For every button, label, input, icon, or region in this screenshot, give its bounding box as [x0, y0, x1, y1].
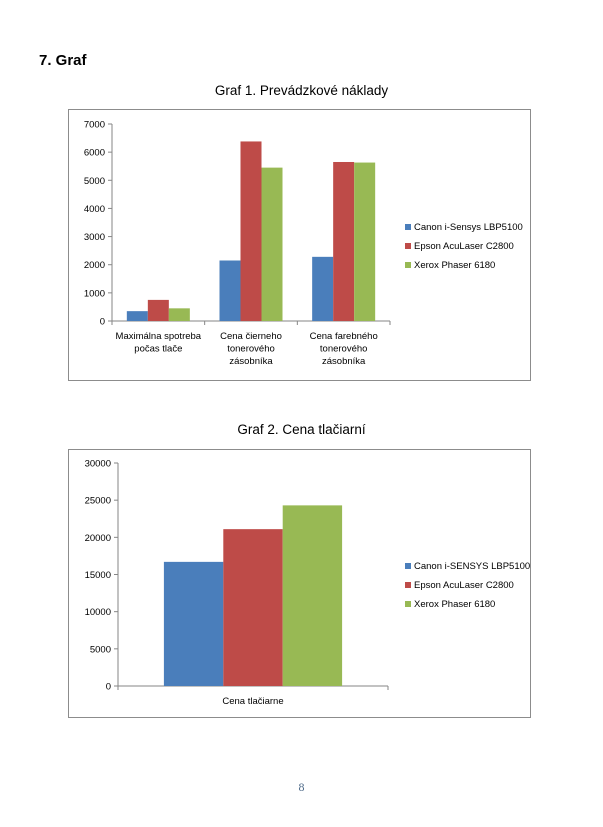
chart2-y-tick-label: 0	[106, 682, 111, 693]
chart2-legend-swatch	[405, 582, 411, 588]
chart2-legend-label: Epson AcuLaser C2800	[414, 580, 514, 591]
chart1-legend-label: Epson AcuLaser C2800	[414, 241, 514, 252]
chart1-y-tick-label: 7000	[84, 120, 105, 131]
chart2-frame: 0 5000 10000 15000 20000 25000 30000 Cena tlači…	[68, 449, 531, 718]
chart1-y-tick-label: 4000	[84, 204, 105, 215]
chart2-y-tick-label: 10000	[85, 607, 111, 618]
chart1-caption: Graf 1. Prevádzkové náklady	[214, 83, 389, 98]
chart1-y-tick-label: 5000	[84, 176, 105, 187]
chart1-legend-label: Canon i-Sensys LBP5100	[414, 222, 523, 233]
chart1-bar	[126, 311, 148, 321]
chart1-category-label: zásobníka	[322, 356, 366, 367]
chart2-bar	[223, 529, 283, 686]
chart2-y-tick-label: 15000	[85, 570, 111, 581]
chart2-y-tick-label: 5000	[90, 644, 111, 655]
chart2-category-label: Cena tlačiarne	[222, 696, 283, 707]
chart1-legend-swatch	[405, 262, 411, 268]
chart2-y-tick-label: 30000	[85, 459, 111, 470]
chart2-y-tick-label: 20000	[85, 533, 111, 544]
chart2-caption: Graf 2. Cena tlačiarní	[237, 422, 366, 437]
chart1-legend-swatch	[405, 224, 411, 230]
chart1-category-label: Cena farebného	[310, 331, 378, 342]
chart1-category-label: Cena čierneho	[220, 331, 282, 342]
chart1-y-tick-label: 1000	[84, 288, 105, 299]
chart1-y-tick-label: 2000	[84, 260, 105, 271]
chart1-y-tick-label: 0	[100, 317, 105, 328]
chart1-frame: 0 1000 2000 3000 4000 5000 6000 7000 Maximálna s…	[68, 109, 531, 381]
chart1-bar	[168, 308, 190, 321]
chart1-bar	[333, 161, 355, 321]
chart2-legend-swatch	[405, 563, 411, 569]
chart2-svg: 0 5000 10000 15000 20000 25000 30000 Cena tlači…	[85, 459, 531, 708]
chart2-y-tick-label: 25000	[85, 496, 111, 507]
chart1-bar	[354, 162, 376, 321]
chart1-legend-swatch	[405, 243, 411, 249]
chart2-bar	[163, 561, 224, 686]
chart1-legend-label: Xerox Phaser 6180	[414, 260, 495, 271]
chart1-category-label: tonerového	[227, 344, 275, 355]
chart2-legend-label: Canon i-SENSYS LBP5100	[414, 561, 530, 572]
chart2-bar	[282, 505, 343, 686]
chart1-category-label: zásobníka	[229, 356, 273, 367]
chart1-y-tick-label: 6000	[84, 148, 105, 159]
chart2-legend-label: Xerox Phaser 6180	[414, 599, 495, 610]
chart2-legend-swatch	[405, 601, 411, 607]
page-number: 8	[298, 780, 305, 794]
section-heading: 7. Graf	[39, 52, 87, 69]
chart1-category-label: Maximálna spotreba	[116, 331, 202, 342]
chart1-category-label: tonerového	[320, 344, 368, 355]
chart1-bar	[240, 141, 262, 321]
chart1-bar	[219, 260, 241, 321]
chart1-y-tick-label: 3000	[84, 232, 105, 243]
chart1-bar	[261, 167, 283, 321]
chart1-svg: 0 1000 2000 3000 4000 5000 6000 7000 Maximálna s…	[84, 120, 523, 368]
chart1-bar	[147, 299, 169, 321]
chart1-category-label: počas tlače	[134, 344, 182, 355]
chart1-bar	[312, 256, 334, 321]
